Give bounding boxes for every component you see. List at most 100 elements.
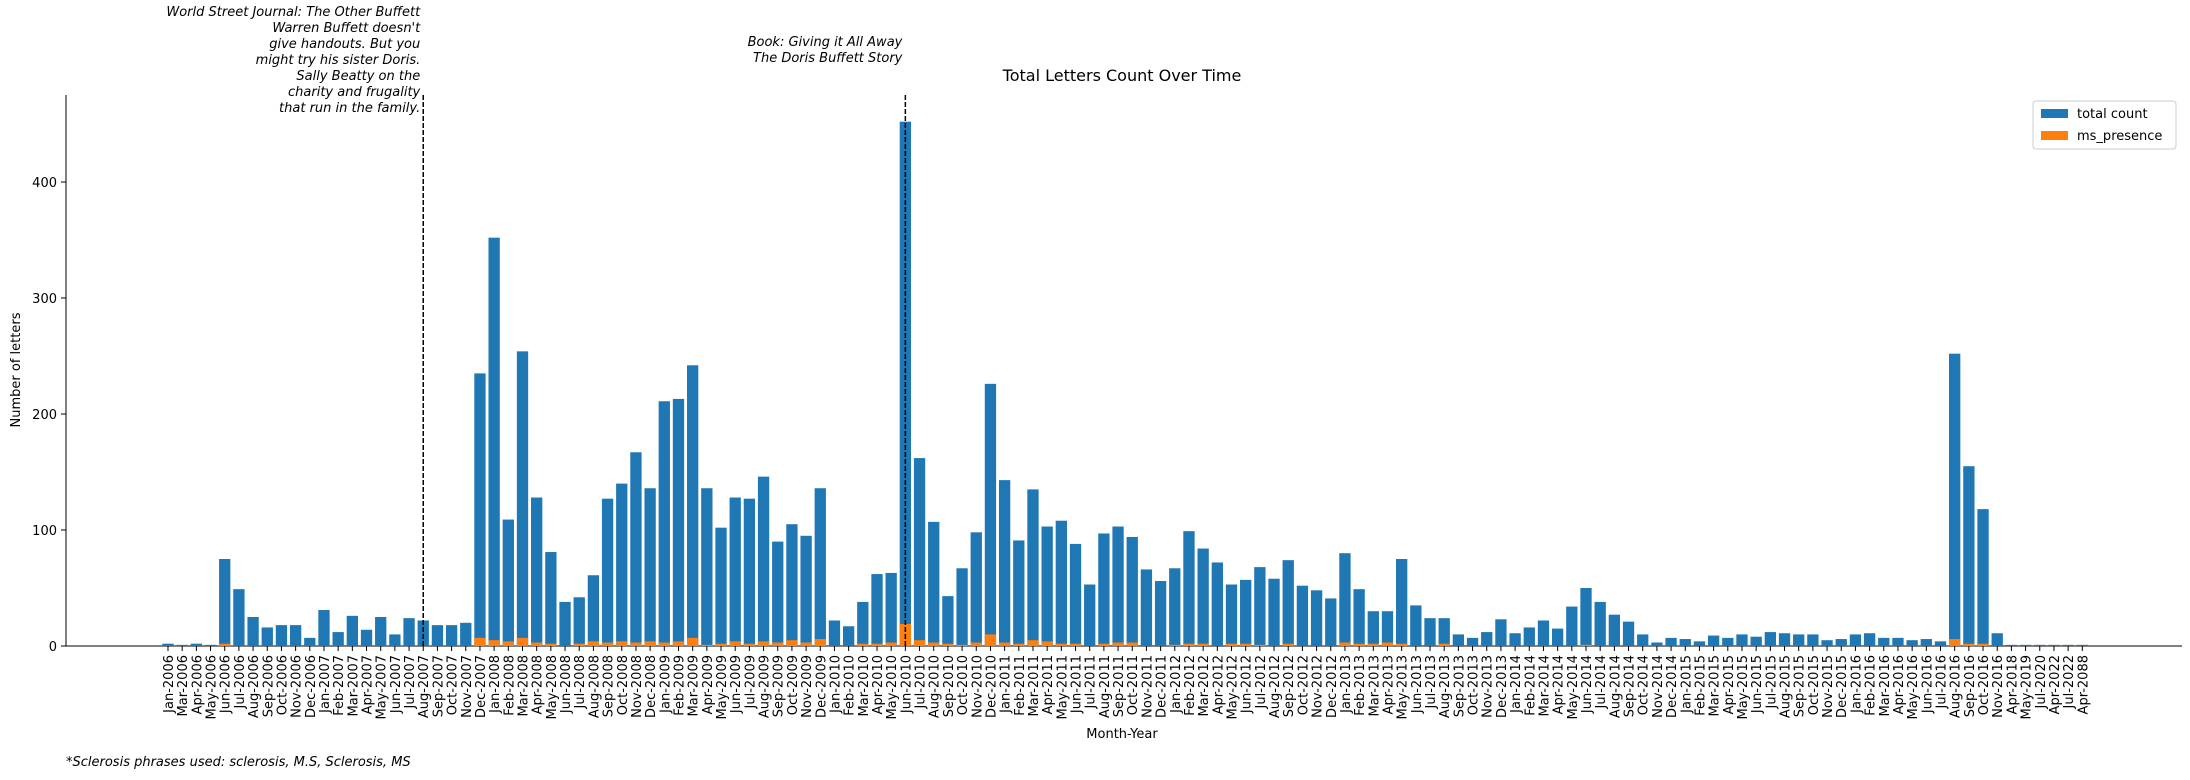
bar	[701, 488, 713, 646]
bar	[587, 641, 600, 646]
bar	[502, 519, 514, 646]
x-tick-label: Jul-2020	[2034, 655, 2049, 709]
x-tick-label: Apr-2009	[701, 655, 716, 714]
bar	[814, 488, 826, 646]
bar	[984, 383, 997, 646]
bar	[942, 643, 954, 646]
bar	[1041, 641, 1053, 646]
bar	[786, 524, 798, 646]
bar	[1055, 643, 1067, 646]
bar	[1707, 635, 1720, 646]
x-tick-label: Feb-2015	[1693, 655, 1708, 716]
bar	[1665, 637, 1677, 646]
x-tick-label: Aug-2011	[1098, 655, 1113, 718]
x-tick-label: May-2008	[545, 655, 560, 719]
bar	[1594, 601, 1606, 646]
y-tick-label: 0	[49, 640, 57, 655]
x-tick-label: Jan-2010	[828, 655, 843, 714]
bar	[516, 637, 529, 646]
x-tick-label: Mar-2008	[517, 655, 532, 716]
x-tick-label: Jul-2016	[1935, 655, 1950, 709]
x-tick-label: Apr-2015	[1722, 655, 1737, 714]
x-tick-label: Dec-2008	[644, 655, 659, 718]
legend-box	[2032, 100, 2177, 150]
x-tick-label: Oct-2006	[275, 655, 290, 715]
bar	[346, 615, 358, 646]
x-tick-label: Jul-2008	[573, 655, 588, 709]
bar	[1693, 641, 1706, 646]
x-tick-label: Jan-2014	[1509, 655, 1524, 714]
bar	[1438, 618, 1450, 646]
bar	[1339, 553, 1351, 646]
x-tick-label: Feb-2009	[672, 655, 687, 716]
x-tick-label: May-2012	[1226, 655, 1241, 719]
x-tick-label: Apr-2012	[1211, 655, 1226, 714]
x-tick-label: Aug-2013	[1438, 655, 1453, 718]
x-tick-label: May-2010	[885, 655, 900, 719]
bar	[1126, 536, 1138, 646]
bar	[1013, 643, 1025, 646]
bar	[1537, 620, 1550, 646]
x-tick-label: Mar-2014	[1537, 655, 1552, 716]
bar	[417, 620, 429, 646]
y-tick-label: 200	[32, 408, 57, 423]
bar	[857, 643, 869, 646]
x-tick-label: Nov-2008	[630, 655, 645, 718]
bar	[1963, 466, 1975, 646]
bar	[1140, 569, 1153, 646]
x-tick-label: Apr-2018	[2005, 655, 2020, 714]
bar	[2005, 644, 2018, 646]
bar	[488, 640, 500, 646]
legend-label: total count	[2077, 107, 2148, 122]
x-tick-label: Aug-2012	[1268, 655, 1283, 718]
bar	[1736, 634, 1748, 646]
bar	[190, 643, 203, 646]
annotation-text: give handouts. But you	[269, 37, 420, 52]
annotation-text: Sally Beatty on the	[296, 69, 420, 84]
bar	[1523, 627, 1535, 646]
x-tick-label: Oct-2009	[786, 655, 801, 715]
x-tick-label: Nov-2014	[1651, 655, 1666, 718]
bar	[2019, 644, 2032, 646]
bar	[474, 637, 486, 646]
bar	[162, 643, 174, 646]
bar	[1367, 611, 1379, 646]
bar	[1339, 642, 1351, 646]
bar	[616, 641, 628, 646]
bar	[913, 458, 926, 646]
bar	[1197, 643, 1209, 646]
x-tick-label: Jan-2008	[488, 655, 503, 714]
x-tick-label: Jun-2011	[1070, 655, 1085, 714]
bar	[1991, 633, 2003, 646]
bar	[2048, 644, 2060, 646]
x-tick-label: Oct-2011	[1126, 655, 1141, 715]
x-tick-label: Sep-2008	[602, 655, 617, 717]
x-axis-label: Month-Year	[1086, 727, 1158, 742]
bar	[871, 574, 883, 646]
bar	[616, 483, 628, 646]
bar	[1835, 639, 1847, 646]
bar	[474, 373, 486, 646]
x-tick-label: Nov-2009	[800, 655, 815, 718]
bar	[460, 622, 472, 646]
x-tick-label: Dec-2006	[304, 655, 319, 718]
x-tick-label: Nov-2007	[460, 655, 475, 718]
bar	[998, 480, 1011, 646]
bar	[928, 521, 940, 646]
bar	[204, 644, 217, 646]
bar	[1892, 637, 1904, 646]
bar	[842, 626, 855, 646]
x-tick-label: Jul-2009	[743, 655, 758, 709]
bar	[1013, 540, 1025, 646]
x-tick-label: Dec-2010	[984, 655, 999, 718]
bar	[1580, 644, 1592, 646]
bar	[1920, 639, 1932, 646]
x-tick-label: Apr-2011	[1041, 655, 1056, 714]
bar	[219, 643, 231, 646]
bar	[1410, 605, 1422, 646]
bar	[332, 632, 344, 646]
bar	[531, 642, 543, 646]
bar	[1977, 509, 1989, 646]
bar	[1622, 621, 1635, 646]
bar	[630, 452, 642, 646]
